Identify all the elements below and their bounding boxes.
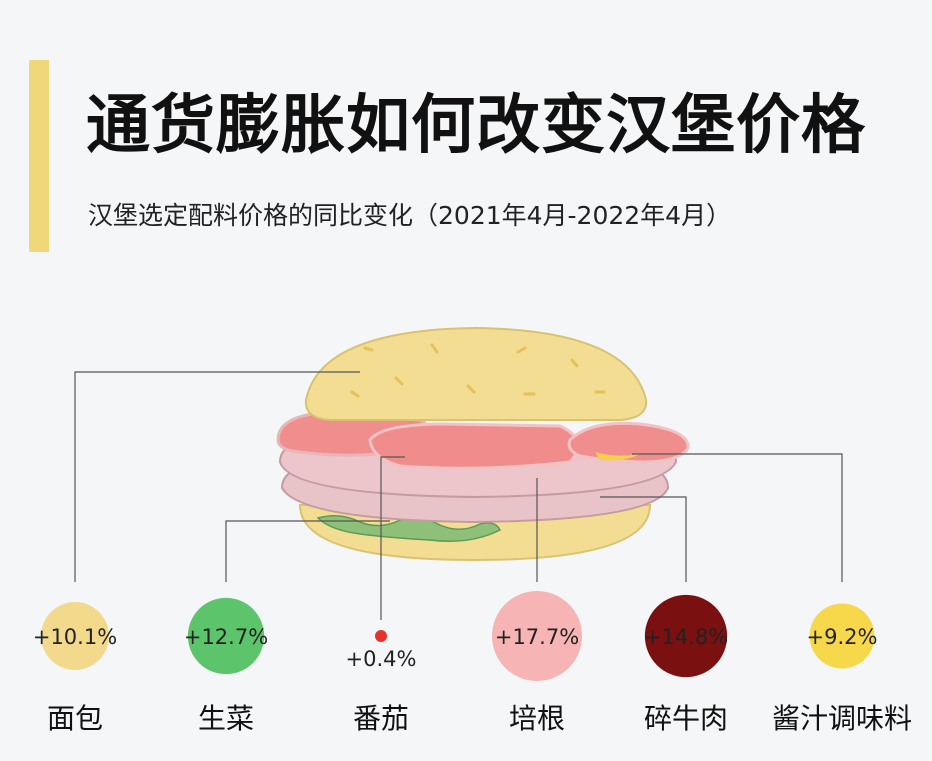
burger-illustration <box>276 326 690 562</box>
category-label-5: 酱汁调味料 <box>772 702 912 735</box>
bubble-4 <box>644 594 728 678</box>
leader-line-sauce <box>632 453 843 582</box>
leader-line-beef <box>600 496 687 582</box>
lettuce-shape <box>316 515 502 542</box>
leader-lines <box>74 371 843 620</box>
leader-line-lettuce <box>225 520 390 582</box>
top-bun-shape <box>304 326 648 421</box>
bubble-3 <box>492 591 582 681</box>
leader-line-bread <box>74 371 360 582</box>
value-label-4: +14.8% <box>644 625 728 649</box>
bacon-slice-right-shape <box>567 421 690 464</box>
value-label-3: +17.7% <box>495 625 579 649</box>
value-label-0: +10.1% <box>33 625 117 649</box>
leader-line-tomato <box>380 456 405 620</box>
page-subtitle: 汉堡选定配料价格的同比变化（2021年4月-2022年4月） <box>88 201 732 230</box>
value-label-1: +12.7% <box>184 625 268 649</box>
page-title: 通货膨胀如何改变汉堡价格 <box>86 89 866 163</box>
tomato-slice-shape <box>368 422 580 470</box>
bubble-0 <box>41 602 109 670</box>
sesame-seeds <box>350 343 606 398</box>
sauce-shape <box>595 452 640 461</box>
bubble-2 <box>375 630 387 642</box>
category-label-3: 培根 <box>509 702 565 735</box>
accent-bar <box>29 60 49 252</box>
value-label-5: +9.2% <box>807 625 878 649</box>
category-label-1: 生菜 <box>198 702 254 735</box>
bubble-5 <box>809 603 875 669</box>
category-label-0: 面包 <box>47 702 103 735</box>
category-label-2: 番茄 <box>353 702 409 735</box>
value-label-2: +0.4% <box>346 647 417 671</box>
bubble-1 <box>187 597 265 675</box>
category-label-4: 碎牛肉 <box>644 702 728 735</box>
